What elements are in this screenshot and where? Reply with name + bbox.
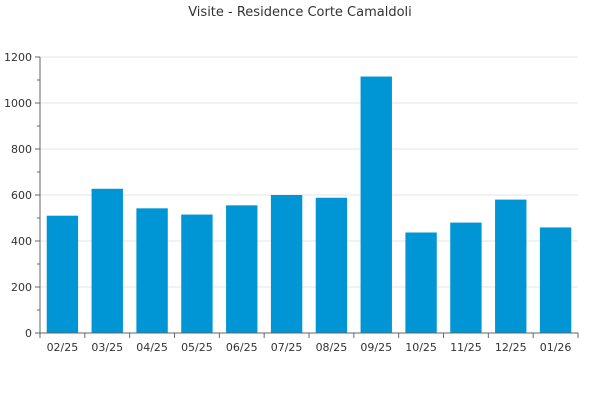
x-tick-label: 03/25 [91, 341, 123, 354]
x-tick-label: 08/25 [316, 341, 348, 354]
bar-10-25 [405, 232, 437, 333]
x-tick-label: 02/25 [47, 341, 79, 354]
x-tick-label: 01/26 [540, 341, 572, 354]
x-tick-label: 06/25 [226, 341, 258, 354]
x-tick-label: 10/25 [405, 341, 437, 354]
bar-07-25 [270, 195, 303, 333]
bar-03-25 [91, 188, 123, 333]
x-tick-label: 09/25 [360, 341, 392, 354]
x-axis: 02/25 03/25 04/25 05/25 06/25 07/25 08/25 09/25… [39, 332, 579, 354]
bar-06-25 [226, 205, 258, 333]
x-tick-label: 04/25 [136, 341, 168, 354]
y-tick-label: 800 [11, 143, 32, 156]
bars [46, 76, 572, 334]
y-tick-label: 1200 [4, 51, 32, 64]
x-tick-label: 05/25 [181, 341, 213, 354]
x-tick-label: 11/25 [450, 341, 482, 354]
y-tick-label: 1000 [4, 97, 32, 110]
y-axis: 0 200 400 600 800 1000 1200 [4, 51, 41, 340]
chart-title: Visite - Residence Corte Camaldoli [188, 5, 412, 20]
bar-01-26 [539, 227, 572, 333]
grid-lines [40, 56, 578, 288]
bar-09-25 [360, 76, 392, 334]
x-tick-label: 12/25 [495, 341, 527, 354]
bar-11-25 [450, 222, 482, 333]
x-tick-label: 07/25 [271, 341, 303, 354]
y-tick-label: 600 [11, 189, 32, 202]
bar-05-25 [181, 214, 213, 333]
y-tick-label: 200 [11, 281, 32, 294]
bar-04-25 [136, 208, 168, 333]
bar-08-25 [315, 197, 348, 333]
y-tick-label: 400 [11, 235, 32, 248]
y-tick-label: 0 [25, 327, 32, 340]
bar-12-25 [495, 199, 527, 333]
bar-02-25 [46, 215, 79, 333]
